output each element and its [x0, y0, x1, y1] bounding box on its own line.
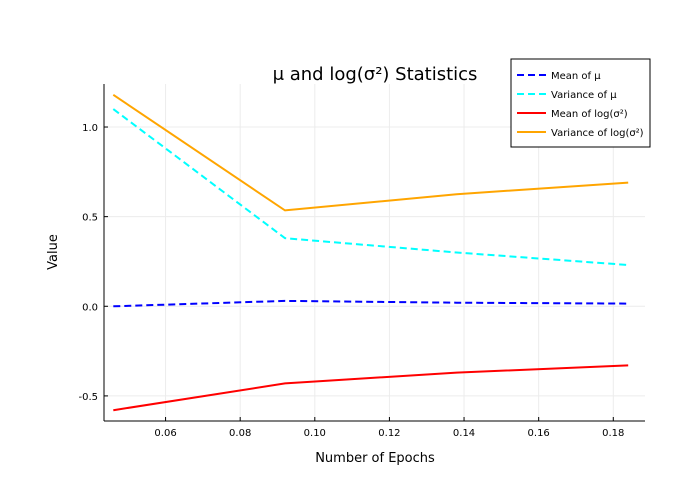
x-tick-label: 0.18: [602, 428, 624, 439]
y-tick-label: 1.0: [82, 123, 98, 134]
series: [112, 93, 629, 412]
x-ticks: 0.06 0.08 0.10 0.12 0.14 0.16 0.18: [154, 417, 624, 439]
series-line-4: [112, 93, 629, 212]
y-tick-label: 0.5: [82, 213, 98, 224]
y-tick-label: -0.5: [78, 392, 98, 403]
legend-label: Variance of μ: [551, 90, 617, 101]
series-line-2: [112, 108, 629, 266]
x-tick-label: 0.10: [304, 428, 326, 439]
x-tick-label: 0.06: [154, 428, 176, 439]
axes: [103, 84, 645, 422]
legend: Mean of μ Variance of μ Mean of log(σ²) Var…: [510, 58, 651, 148]
x-axis-title: Number of Epochs: [315, 451, 435, 466]
y-ticks: -0.5 0.0 0.5 1.0: [78, 123, 108, 403]
series-line-1: [113, 299, 629, 308]
y-axis-title: Value: [46, 234, 61, 270]
legend-label: Mean of μ: [551, 71, 601, 82]
x-tick-label: 0.14: [453, 428, 475, 439]
x-tick-label: 0.08: [229, 428, 251, 439]
y-tick-label: 0.0: [82, 302, 98, 313]
legend-label: Mean of log(σ²): [551, 109, 628, 120]
legend-label: Variance of log(σ²): [551, 128, 644, 139]
chart-title: μ and log(σ²) Statistics: [273, 64, 478, 85]
x-tick-label: 0.16: [528, 428, 550, 439]
series-line-3: [113, 364, 629, 412]
x-tick-label: 0.12: [378, 428, 400, 439]
